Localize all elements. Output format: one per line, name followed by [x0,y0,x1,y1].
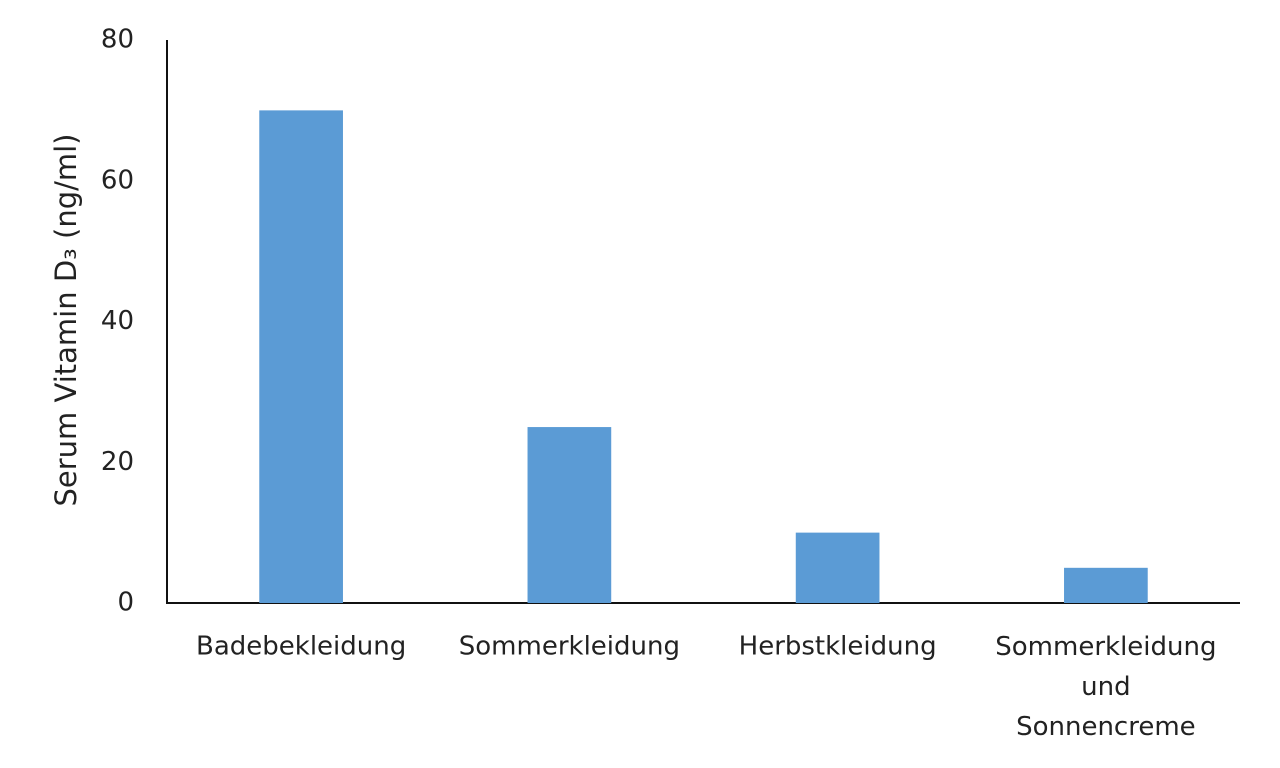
y-tick-label: 0 [117,588,134,618]
y-tick-label: 40 [101,306,134,336]
y-axis-label: Serum Vitamin D₃ (ng/ml) [49,134,83,507]
y-tick-label: 80 [101,25,134,55]
y-tick-label: 20 [101,447,134,477]
bar [795,532,880,603]
x-tick-label: Sommerkleidung [459,632,680,662]
x-tick-label: Badebekleidung [196,632,406,662]
x-tick-label: Herbstkleidung [739,632,937,662]
bar [259,110,343,603]
bar [1064,567,1148,603]
y-tick-label: 60 [101,165,134,195]
x-tick-label: Sommerkleidung und Sonnencreme [995,632,1216,742]
bar [527,427,612,603]
